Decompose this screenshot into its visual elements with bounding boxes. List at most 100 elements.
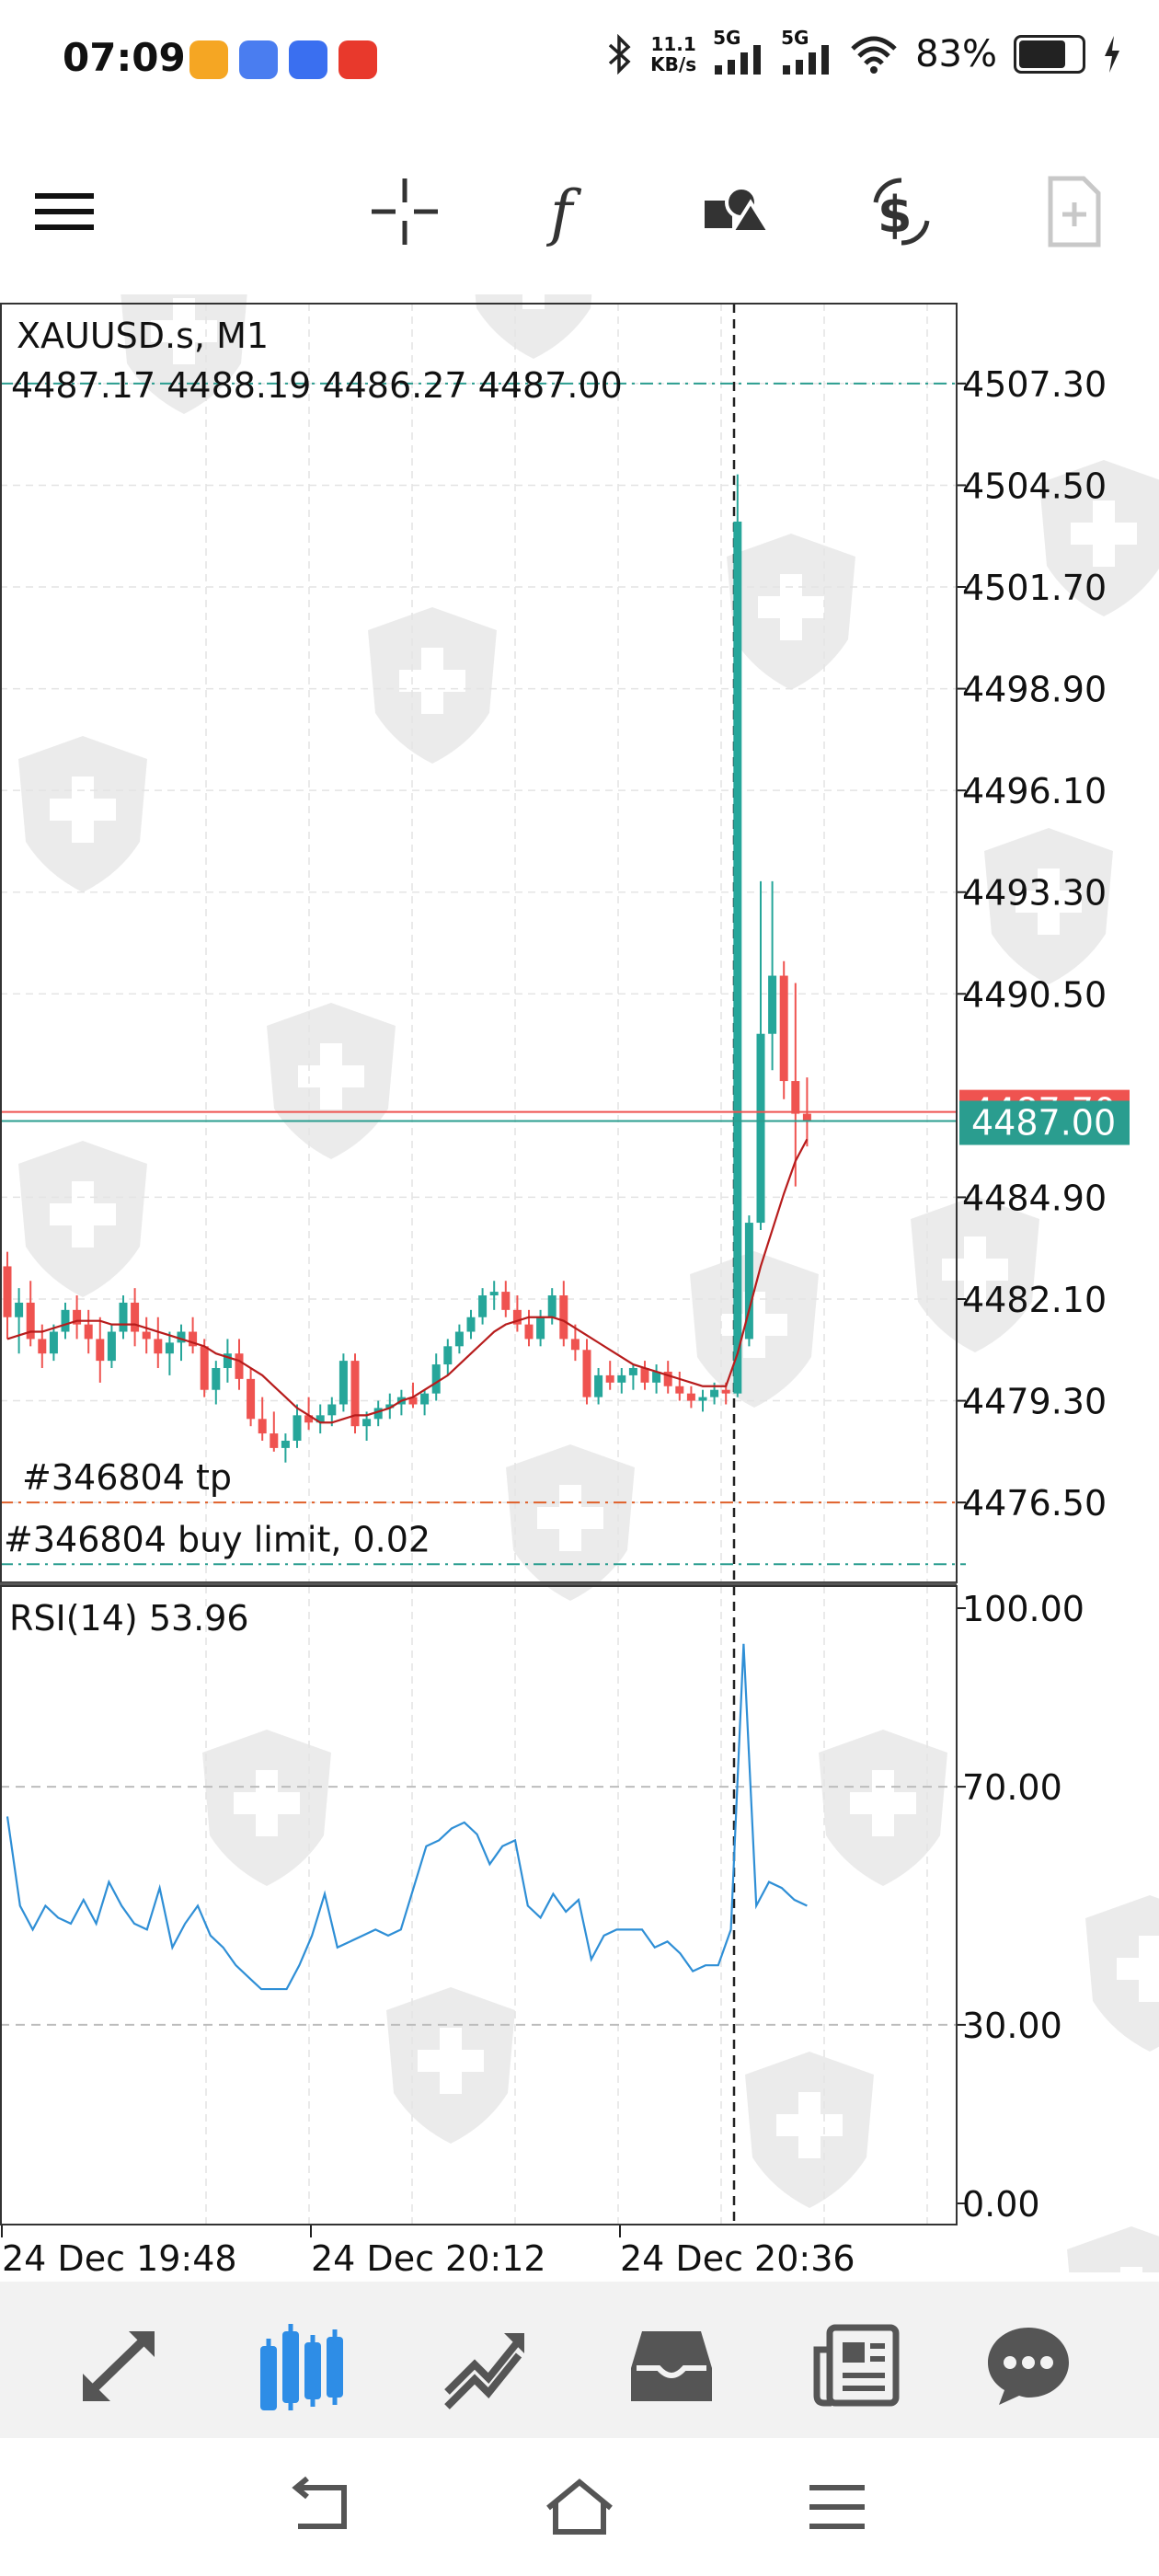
crosshair-icon[interactable] — [368, 175, 442, 248]
candle-body — [698, 1397, 707, 1401]
cross-horizontal — [942, 1259, 1008, 1281]
rsi-label: RSI(14) 53.96 — [9, 1598, 249, 1639]
shield-shape — [690, 1251, 819, 1408]
cross-vertical — [173, 298, 195, 364]
candle-body — [536, 1317, 545, 1340]
messages-icon[interactable] — [982, 2318, 1074, 2410]
candle-body — [304, 1415, 314, 1423]
objects-icon[interactable] — [699, 175, 773, 248]
moving-average-line — [6, 1138, 809, 1424]
nav-candle-body — [304, 2342, 321, 2399]
candle-body — [61, 1309, 70, 1332]
cross-horizontal — [1016, 891, 1082, 913]
candle-body — [119, 1302, 128, 1332]
candle-body — [247, 1378, 256, 1420]
notification-app-icon — [289, 40, 327, 79]
cross-vertical — [72, 776, 94, 843]
candle-body — [466, 1317, 476, 1332]
history-icon[interactable] — [625, 2318, 717, 2410]
candle-body — [142, 1331, 151, 1340]
candle-body — [779, 975, 788, 1082]
y-tick-label: 4482.10 — [962, 1280, 1107, 1320]
quotes-icon[interactable] — [74, 2318, 166, 2410]
new-order-icon[interactable] — [1038, 175, 1111, 248]
cross-vertical — [320, 1043, 342, 1110]
cross-vertical — [1139, 1936, 1159, 2002]
cross-vertical — [421, 648, 443, 714]
candle-body — [339, 1361, 348, 1405]
cross-vertical — [72, 1181, 94, 1248]
shield-shape — [368, 607, 497, 764]
candle-body — [177, 1331, 186, 1343]
candle-body — [420, 1393, 430, 1405]
candle-body — [756, 1033, 765, 1224]
home-icon[interactable] — [543, 2475, 616, 2539]
notification-app-icon — [339, 40, 377, 79]
back-icon[interactable] — [285, 2475, 359, 2539]
shield-watermark-icon — [368, 607, 497, 764]
rsi-line — [6, 1643, 808, 1991]
candle-body — [38, 1339, 47, 1354]
bottom-navigation — [0, 2282, 1159, 2438]
ohlc-values: 4487.17 4488.19 4486.27 4487.00 — [11, 365, 623, 406]
recents-icon[interactable] — [800, 2475, 874, 2539]
signal-sim1: 5G — [713, 27, 764, 75]
shield-shape — [18, 736, 147, 892]
status-time: 07:09 — [63, 35, 186, 80]
nav-candle-body — [282, 2331, 299, 2403]
shield-shape — [1085, 1895, 1159, 2052]
wifi-icon — [851, 36, 897, 74]
bluetooth-icon — [608, 34, 631, 75]
cross-vertical — [440, 2028, 462, 2094]
network-speed: 11.1 KB/s — [650, 33, 697, 75]
news-icon[interactable] — [811, 2318, 903, 2410]
cross-horizontal — [721, 1314, 787, 1336]
candle-body — [524, 1324, 534, 1340]
y-tick-label: 4498.90 — [962, 670, 1107, 710]
indicator-icon[interactable]: f — [534, 175, 607, 248]
candle-body — [675, 1386, 684, 1394]
y-tick-label: 4479.30 — [962, 1382, 1107, 1422]
trade-icon[interactable] — [438, 2318, 530, 2410]
signal-sim2: 5G — [781, 27, 832, 75]
cross-horizontal — [298, 1065, 364, 1087]
candle-body — [107, 1331, 116, 1362]
candle-body — [223, 1353, 232, 1369]
price-chart[interactable]: 4507.30 4504.50 4501.70 4498.90 4496.10 4493.… — [0, 294, 1159, 2272]
candle-body — [316, 1415, 325, 1423]
chart-icon[interactable] — [256, 2318, 348, 2410]
candle-body — [350, 1361, 360, 1427]
candle-body — [73, 1309, 82, 1325]
cross-horizontal — [1117, 1958, 1159, 1980]
candle-body — [605, 1374, 614, 1383]
x-tick-label: 24 Dec 20:12 — [311, 2238, 546, 2272]
shield-watermark-icon — [1067, 2226, 1159, 2272]
y-tick-label: 4496.10 — [962, 771, 1107, 811]
candle-body — [686, 1393, 695, 1401]
signal-icon — [783, 45, 830, 75]
candle-body — [710, 1389, 719, 1397]
shield-shape — [1067, 2226, 1159, 2272]
y-tick-label: 4501.70 — [962, 568, 1107, 608]
candle-body — [408, 1397, 418, 1405]
candle-body — [652, 1371, 661, 1383]
candle-body — [733, 521, 742, 1394]
candle-body — [512, 1309, 522, 1325]
nav-candle-body — [327, 2337, 343, 2398]
candle-body — [189, 1331, 198, 1347]
candle-body — [131, 1302, 140, 1332]
y-tick-label: 4493.30 — [962, 873, 1107, 914]
cross-vertical — [559, 1485, 581, 1551]
candle-body — [443, 1346, 453, 1365]
symbol-icon[interactable]: $ — [865, 175, 938, 248]
candle-body — [270, 1433, 279, 1448]
shield-watermark-icon — [727, 534, 855, 690]
menu-icon[interactable] — [29, 175, 103, 248]
rsi-y-tick-label: 30.00 — [962, 2006, 1062, 2046]
candle-body — [663, 1371, 672, 1386]
battery-icon — [1014, 35, 1085, 74]
cross-vertical — [964, 1236, 986, 1303]
shield-shape — [984, 828, 1113, 984]
cross-horizontal — [1071, 523, 1137, 545]
candle-body — [547, 1295, 557, 1317]
